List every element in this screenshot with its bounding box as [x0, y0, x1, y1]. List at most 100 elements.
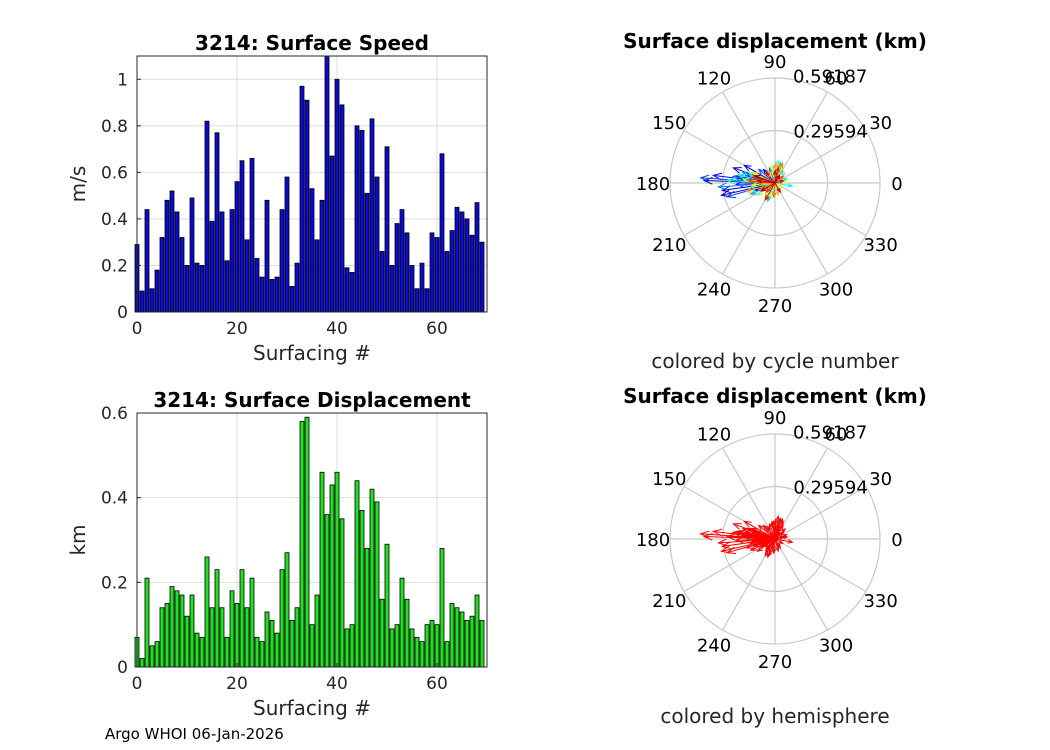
bar	[474, 202, 480, 313]
bar	[269, 279, 275, 313]
vector-head	[760, 186, 767, 192]
vector-shaft	[746, 182, 776, 193]
bar	[184, 615, 190, 668]
vector-shaft	[760, 182, 776, 192]
bar	[459, 211, 465, 313]
bar	[249, 157, 255, 313]
vector-head	[764, 550, 770, 558]
bar	[464, 218, 470, 313]
bar	[279, 569, 285, 668]
vector-head	[741, 533, 750, 540]
polar-angle-label: 240	[697, 280, 731, 301]
bar	[344, 628, 350, 668]
x-tick-label: 0	[132, 674, 143, 694]
x-axis-label: Surfacing #	[253, 696, 371, 720]
vector-head	[775, 174, 781, 180]
x-tick-label: 60	[426, 674, 448, 694]
bar	[234, 181, 240, 313]
bar	[264, 611, 270, 668]
bar	[309, 624, 315, 668]
bar	[144, 209, 150, 313]
bar	[419, 262, 425, 313]
polar-angle-label: 150	[652, 469, 686, 490]
bar	[339, 104, 345, 313]
vector-head	[778, 175, 785, 181]
displacement-vector	[774, 530, 781, 540]
bar	[389, 265, 395, 313]
bar	[224, 636, 230, 668]
vector-shaft	[765, 171, 776, 184]
vector-head	[699, 174, 710, 183]
bar	[184, 265, 190, 313]
bar	[479, 241, 485, 313]
vector-head	[776, 543, 781, 550]
vector-head	[747, 534, 755, 541]
vector-head	[778, 539, 784, 545]
vector-shaft	[774, 182, 793, 187]
bar	[419, 641, 425, 668]
bar	[164, 199, 170, 313]
bar	[374, 501, 380, 668]
vector-shaft	[744, 164, 776, 184]
y-tick-label: 0.2	[101, 573, 128, 593]
vector-head	[737, 173, 747, 180]
vector-head	[757, 524, 765, 531]
vector-shaft	[774, 167, 779, 184]
vector-head	[717, 538, 728, 547]
y-tick-label: 0.4	[101, 489, 128, 509]
vector-head	[712, 528, 723, 537]
displacement-vector	[774, 182, 794, 188]
bar	[329, 484, 335, 668]
vector-head	[753, 175, 761, 180]
vector-head	[776, 187, 781, 194]
vector-shaft	[774, 182, 783, 188]
vector-shaft	[774, 538, 781, 549]
displacement-vector	[756, 178, 776, 184]
displacement-vector	[744, 182, 776, 193]
bar	[444, 641, 450, 668]
polar-spoke	[721, 91, 776, 184]
vector-shaft	[774, 531, 784, 540]
bar	[199, 636, 205, 668]
polar-angle-label: 150	[652, 113, 686, 134]
bar	[414, 636, 420, 668]
polar-spoke	[721, 447, 776, 540]
vector-shaft	[774, 180, 784, 184]
polar-spoke	[774, 538, 867, 593]
polar-spoke	[774, 91, 829, 184]
displacement-vector	[774, 182, 784, 189]
y-tick-label: 0.4	[101, 210, 128, 230]
bar	[204, 120, 210, 313]
bar	[464, 620, 470, 668]
y-tick-label: 0	[117, 303, 128, 323]
bar	[214, 569, 220, 668]
bar	[164, 603, 170, 668]
bar	[404, 598, 410, 668]
displacement-vector	[764, 538, 776, 558]
bar	[374, 176, 380, 313]
polar-angle-label: 300	[819, 280, 853, 301]
polar-radius-inner-label: 0.29594	[793, 121, 867, 142]
polar-radius-outer-label: 0.59187	[793, 423, 867, 444]
bar	[209, 220, 215, 313]
polar-angle-label: 120	[697, 424, 731, 445]
polar-angle-label: 60	[825, 68, 848, 89]
bar	[434, 624, 440, 668]
vector-head	[787, 182, 794, 188]
vector-shaft	[774, 175, 780, 184]
displacement-vector	[743, 164, 776, 184]
bar	[264, 199, 270, 313]
displacement-vector	[774, 531, 785, 540]
polar-angle-label: 270	[758, 296, 792, 317]
bar	[154, 641, 160, 668]
bar	[394, 624, 400, 668]
bar	[449, 603, 455, 668]
bar	[389, 628, 395, 668]
vector-shaft	[765, 182, 776, 193]
bar	[399, 209, 405, 313]
polar-radius-outer-label: 0.59187	[793, 67, 867, 88]
vector-shaft	[774, 536, 784, 540]
x-tick-label: 60	[426, 319, 448, 339]
vector-head	[756, 546, 764, 552]
